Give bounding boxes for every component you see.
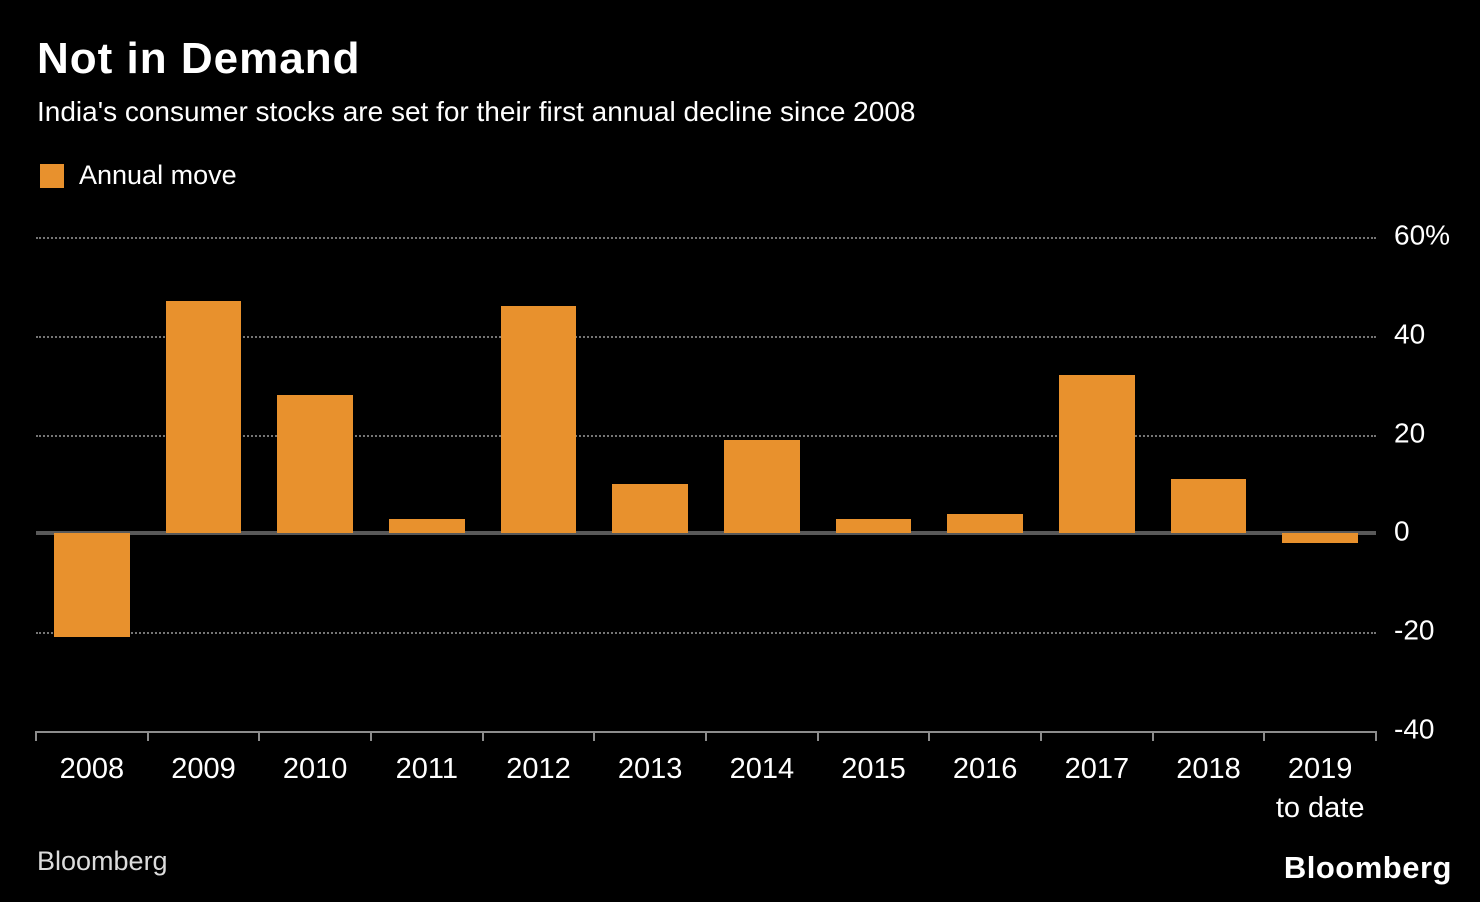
bar-2018 <box>1170 479 1247 534</box>
gridline <box>36 237 1376 239</box>
bar-2019 <box>1282 533 1359 544</box>
x-axis-label-2018: 2018 <box>1153 750 1265 789</box>
x-axis-label-text: 2014 <box>729 753 795 785</box>
bloomberg-logo: Bloomberg <box>1283 850 1452 885</box>
y-tick-label: 40 <box>1394 318 1426 350</box>
gridline <box>36 434 1376 437</box>
x-axis-tick <box>370 731 372 741</box>
x-axis-tick <box>481 731 484 741</box>
legend-label: Annual move <box>79 160 237 190</box>
y-tick-label: -20 <box>1394 614 1435 646</box>
x-axis-tick <box>1375 731 1377 741</box>
x-axis-tick <box>816 731 819 741</box>
page-title: Not in Demand <box>37 34 361 83</box>
legend: Annual move <box>40 160 237 191</box>
x-axis-tick <box>928 731 931 741</box>
x-axis-label-text: 2008 <box>59 753 125 785</box>
x-axis-label-text: 2019 <box>1287 753 1353 785</box>
x-axis-labels: 2008 2009 2010 2011 2012 2013 2014 2015 2016 2017… <box>36 750 1376 840</box>
gridline <box>36 335 1376 338</box>
legend-swatch-annual-move <box>40 163 64 188</box>
x-axis-tick <box>1151 731 1154 741</box>
bar-2010 <box>277 395 354 534</box>
x-axis-label-2017: 2017 <box>1041 750 1153 789</box>
bar-2015 <box>835 518 912 534</box>
x-axis-label-2008: 2008 <box>36 750 148 789</box>
x-axis-tick <box>1263 731 1266 741</box>
x-axis-tick <box>35 731 37 741</box>
y-tick-label: 0 <box>1394 515 1410 547</box>
x-axis-tick <box>258 731 261 741</box>
x-axis-label-2009: 2009 <box>148 750 260 789</box>
x-axis-label-2011: 2011 <box>371 750 483 789</box>
zero-baseline <box>36 531 1376 536</box>
gridline <box>36 632 1376 635</box>
x-axis-tick <box>146 731 149 741</box>
x-axis-label-2012: 2012 <box>483 750 595 789</box>
bar-chart: 60% 40 20 0 -20 -40 <box>35 219 1450 744</box>
x-axis-label-text: 2011 <box>395 753 459 785</box>
x-axis-label-text: 2018 <box>1176 753 1241 785</box>
x-axis-label-text: 2016 <box>952 753 1018 785</box>
bar-2017 <box>1058 375 1135 534</box>
x-axis-label-2019: 2019 to date <box>1264 750 1376 828</box>
bar-2013 <box>612 484 689 534</box>
x-axis-label-text: 2012 <box>506 753 571 785</box>
x-axis-label-text: 2010 <box>282 753 348 785</box>
x-axis-tick <box>705 731 707 741</box>
source-credit: Bloomberg <box>37 846 168 876</box>
x-axis-tick <box>593 731 596 741</box>
x-axis-label-2014: 2014 <box>706 750 818 789</box>
page-subtitle: India's consumer stocks are set for thei… <box>37 96 916 127</box>
bar-2016 <box>947 513 1024 534</box>
x-axis-tick <box>1040 731 1042 741</box>
x-axis-label-2013: 2013 <box>594 750 706 789</box>
bar-2011 <box>388 518 465 534</box>
x-axis-label-2010: 2010 <box>259 750 371 789</box>
y-tick-label: 60% <box>1394 219 1451 251</box>
bar-2012 <box>500 306 577 534</box>
x-axis-label-text: 2017 <box>1064 753 1130 785</box>
x-axis-label-text: 2013 <box>617 753 683 785</box>
y-tick-label: 20 <box>1394 416 1426 448</box>
x-axis-label-text: 2009 <box>171 753 236 785</box>
y-tick-label: -40 <box>1394 713 1435 745</box>
bar-2014 <box>723 439 800 534</box>
bar-2008 <box>53 533 130 638</box>
x-axis-label-text: 2015 <box>841 753 906 785</box>
bar-2009 <box>165 301 242 534</box>
x-axis-label-2015: 2015 <box>818 750 930 789</box>
x-axis-label-2016: 2016 <box>929 750 1041 789</box>
x-axis-sublabel: to date <box>1275 792 1365 825</box>
